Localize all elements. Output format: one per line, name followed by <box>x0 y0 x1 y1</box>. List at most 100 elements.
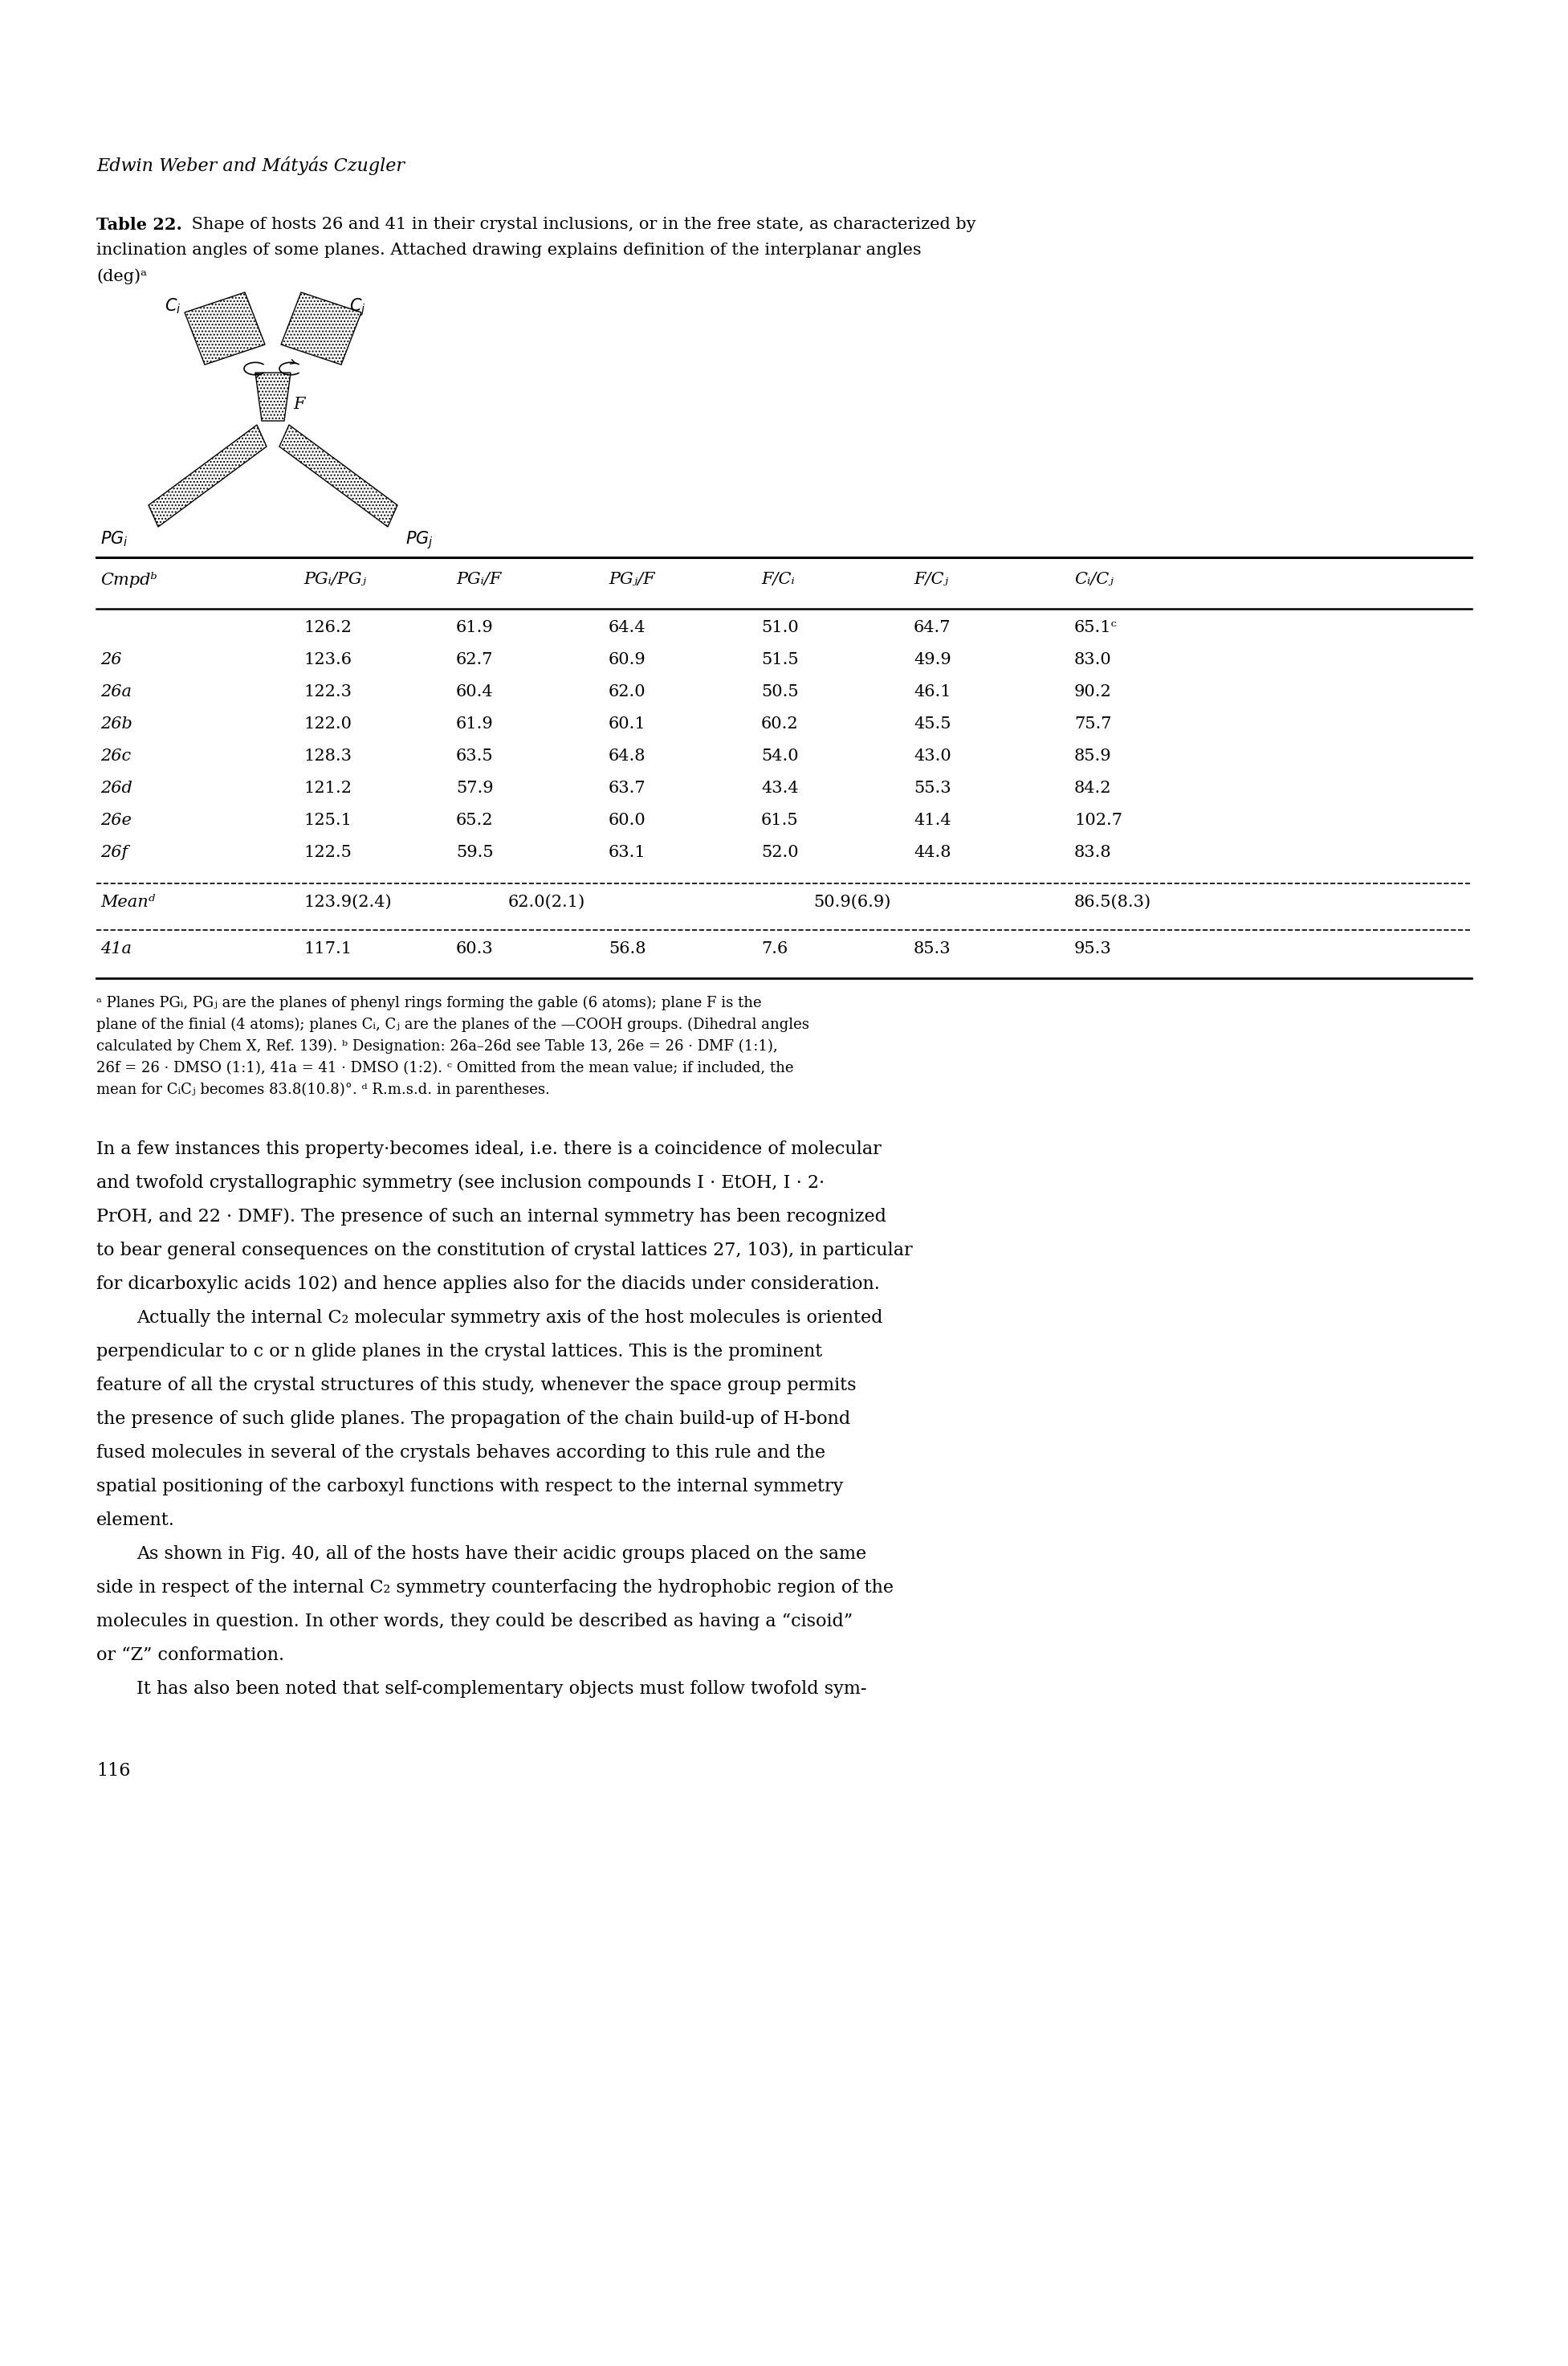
Text: PGⱼ/F: PGⱼ/F <box>608 573 655 587</box>
Text: 61.9: 61.9 <box>456 717 494 731</box>
Text: Shape of hosts 26 and 41 in their crystal inclusions, or in the free state, as c: Shape of hosts 26 and 41 in their crysta… <box>187 218 975 232</box>
Text: 84.2: 84.2 <box>1074 781 1112 795</box>
Text: 60.1: 60.1 <box>608 717 646 731</box>
Text: 60.3: 60.3 <box>456 942 494 956</box>
Text: spatial positioning of the carboxyl functions with respect to the internal symme: spatial positioning of the carboxyl func… <box>96 1479 844 1495</box>
Text: $PG_i$: $PG_i$ <box>100 530 129 549</box>
Text: 75.7: 75.7 <box>1074 717 1112 731</box>
Text: 26: 26 <box>100 653 122 667</box>
Text: Meanᵈ: Meanᵈ <box>100 894 155 911</box>
Text: Edwin Weber and Mátyás Czugler: Edwin Weber and Mátyás Czugler <box>96 156 405 175</box>
Text: 65.1ᶜ: 65.1ᶜ <box>1074 620 1118 634</box>
Polygon shape <box>256 374 290 421</box>
Text: or “Z” conformation.: or “Z” conformation. <box>96 1647 284 1663</box>
Text: F/Cⱼ: F/Cⱼ <box>914 573 949 587</box>
Text: In a few instances this property·becomes ideal, i.e. there is a coincidence of m: In a few instances this property·becomes… <box>96 1140 881 1157</box>
Text: 64.8: 64.8 <box>608 748 646 764</box>
Text: element.: element. <box>96 1512 176 1528</box>
Text: 122.0: 122.0 <box>304 717 351 731</box>
Text: 123.9(2.4): 123.9(2.4) <box>304 894 392 911</box>
Text: 44.8: 44.8 <box>914 845 952 861</box>
Text: 128.3: 128.3 <box>304 748 351 764</box>
Text: 50.5: 50.5 <box>760 684 798 700</box>
Text: 56.8: 56.8 <box>608 942 646 956</box>
Text: 117.1: 117.1 <box>304 942 351 956</box>
Text: 26f = 26 · DMSO (1:1), 41a = 41 · DMSO (1:2). ᶜ Omitted from the mean value; if : 26f = 26 · DMSO (1:1), 41a = 41 · DMSO (… <box>96 1060 793 1077</box>
Text: 62.0: 62.0 <box>608 684 646 700</box>
Text: 50.9(6.9): 50.9(6.9) <box>814 894 891 911</box>
Text: 26e: 26e <box>100 814 132 828</box>
Text: (deg)ᵃ: (deg)ᵃ <box>96 267 147 284</box>
Text: 61.9: 61.9 <box>456 620 494 634</box>
Text: side in respect of the internal C₂ symmetry counterfacing the hydrophobic region: side in respect of the internal C₂ symme… <box>96 1578 894 1597</box>
Text: 45.5: 45.5 <box>914 717 952 731</box>
Text: $C_j$: $C_j$ <box>350 296 365 317</box>
Text: 26f: 26f <box>100 845 129 861</box>
Text: PGᵢ/PGⱼ: PGᵢ/PGⱼ <box>304 573 365 587</box>
Text: 60.2: 60.2 <box>760 717 798 731</box>
Text: PGᵢ/F: PGᵢ/F <box>456 573 502 587</box>
Text: Cmpdᵇ: Cmpdᵇ <box>100 573 157 587</box>
Text: 63.1: 63.1 <box>608 845 646 861</box>
Text: 26b: 26b <box>100 717 132 731</box>
Polygon shape <box>281 293 361 364</box>
Text: $C_i$: $C_i$ <box>165 296 182 315</box>
Text: 46.1: 46.1 <box>914 684 952 700</box>
Text: 60.4: 60.4 <box>456 684 494 700</box>
Text: plane of the finial (4 atoms); planes Cᵢ, Cⱼ are the planes of the —COOH groups.: plane of the finial (4 atoms); planes Cᵢ… <box>96 1017 809 1032</box>
Text: 126.2: 126.2 <box>304 620 351 634</box>
Text: 41.4: 41.4 <box>914 814 952 828</box>
Text: 86.5(8.3): 86.5(8.3) <box>1074 894 1151 911</box>
Text: 85.9: 85.9 <box>1074 748 1112 764</box>
Text: 83.0: 83.0 <box>1074 653 1112 667</box>
Text: 122.3: 122.3 <box>304 684 351 700</box>
Text: Table 22.: Table 22. <box>96 218 182 232</box>
Text: 52.0: 52.0 <box>760 845 798 861</box>
Text: ᵃ Planes PGᵢ, PGⱼ are the planes of phenyl rings forming the gable (6 atoms); pl: ᵃ Planes PGᵢ, PGⱼ are the planes of phen… <box>96 996 762 1010</box>
Text: 125.1: 125.1 <box>304 814 351 828</box>
Text: 49.9: 49.9 <box>914 653 952 667</box>
Text: 64.4: 64.4 <box>608 620 646 634</box>
Text: F/Cᵢ: F/Cᵢ <box>760 573 795 587</box>
Text: for dicarboxylic acids 102) and hence applies also for the diacids under conside: for dicarboxylic acids 102) and hence ap… <box>96 1275 880 1294</box>
Text: Cᵢ/Cⱼ: Cᵢ/Cⱼ <box>1074 573 1113 587</box>
Text: 122.5: 122.5 <box>304 845 351 861</box>
Polygon shape <box>279 426 397 528</box>
Text: 57.9: 57.9 <box>456 781 494 795</box>
Text: 123.6: 123.6 <box>304 653 351 667</box>
Text: perpendicular to c or n glide planes in the crystal lattices. This is the promin: perpendicular to c or n glide planes in … <box>96 1344 822 1360</box>
Text: 51.5: 51.5 <box>760 653 798 667</box>
Text: the presence of such glide planes. The propagation of the chain build-up of H-bo: the presence of such glide planes. The p… <box>96 1410 850 1429</box>
Text: 60.0: 60.0 <box>608 814 646 828</box>
Text: 26a: 26a <box>100 684 132 700</box>
Text: inclination angles of some planes. Attached drawing explains definition of the i: inclination angles of some planes. Attac… <box>96 244 922 258</box>
Text: 85.3: 85.3 <box>914 942 952 956</box>
Text: $PG_j$: $PG_j$ <box>406 530 433 551</box>
Text: 61.5: 61.5 <box>760 814 798 828</box>
Text: 7.6: 7.6 <box>760 942 787 956</box>
Text: 116: 116 <box>96 1763 130 1779</box>
Polygon shape <box>149 426 267 528</box>
Polygon shape <box>185 293 265 364</box>
Text: 26c: 26c <box>100 748 132 764</box>
Text: 60.9: 60.9 <box>608 653 646 667</box>
Text: calculated by Chem X, Ref. 139). ᵇ Designation: 26a–26d see Table 13, 26e = 26 ·: calculated by Chem X, Ref. 139). ᵇ Desig… <box>96 1039 778 1053</box>
Text: 95.3: 95.3 <box>1074 942 1112 956</box>
Text: molecules in question. In other words, they could be described as having a “ciso: molecules in question. In other words, t… <box>96 1614 853 1630</box>
Text: 63.7: 63.7 <box>608 781 646 795</box>
Text: 65.2: 65.2 <box>456 814 494 828</box>
Text: 59.5: 59.5 <box>456 845 494 861</box>
Text: 62.7: 62.7 <box>456 653 494 667</box>
Text: 55.3: 55.3 <box>914 781 952 795</box>
Text: It has also been noted that self-complementary objects must follow twofold sym-: It has also been noted that self-complem… <box>136 1680 867 1699</box>
Text: 83.8: 83.8 <box>1074 845 1112 861</box>
Text: 41a: 41a <box>100 942 132 956</box>
Text: Actually the internal C₂ molecular symmetry axis of the host molecules is orient: Actually the internal C₂ molecular symme… <box>136 1308 883 1327</box>
Text: fused molecules in several of the crystals behaves according to this rule and th: fused molecules in several of the crysta… <box>96 1443 825 1462</box>
Text: mean for CᵢCⱼ becomes 83.8(10.8)°. ᵈ R.m.s.d. in parentheses.: mean for CᵢCⱼ becomes 83.8(10.8)°. ᵈ R.m… <box>96 1084 550 1098</box>
Text: 26d: 26d <box>100 781 132 795</box>
Text: 62.0(2.1): 62.0(2.1) <box>508 894 585 911</box>
Text: 121.2: 121.2 <box>304 781 351 795</box>
Text: F: F <box>293 397 304 412</box>
Text: 90.2: 90.2 <box>1074 684 1112 700</box>
